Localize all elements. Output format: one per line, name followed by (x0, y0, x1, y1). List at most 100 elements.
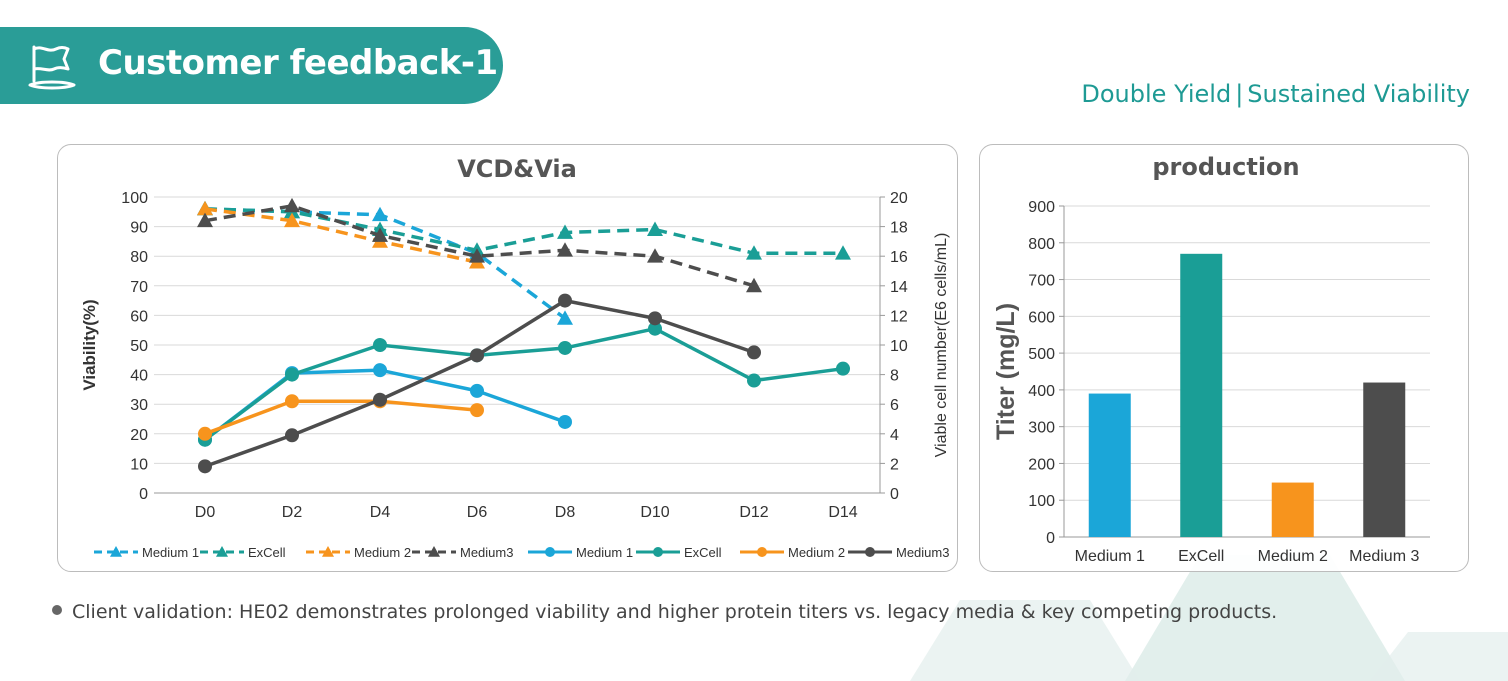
data-point-excell-viability (647, 221, 663, 236)
tagline-separator: | (1235, 80, 1244, 108)
data-point-medium-2-vcd (470, 403, 484, 418)
data-point-medium3-viability (469, 248, 485, 263)
legend-label: Medium 2 (788, 545, 845, 560)
legend-swatch-marker (428, 546, 440, 557)
tagline-yield: Double Yield (1081, 80, 1232, 108)
x-tick-label: D2 (282, 504, 303, 521)
y-right-tick-label: 4 (890, 427, 899, 444)
x-tick-label: D0 (195, 504, 216, 521)
legend-swatch-marker (757, 547, 767, 557)
data-point-medium3-viability (197, 212, 213, 228)
title-banner: Customer feedback-1 (0, 27, 503, 104)
legend-label: Medium 1 (576, 545, 633, 560)
y-tick-label: 400 (1028, 383, 1055, 400)
y-tick-label: 600 (1028, 309, 1055, 326)
data-point-medium-1-vcd (558, 414, 572, 429)
data-point-medium-2-viability (197, 200, 213, 216)
data-point-medium-2-vcd (198, 426, 212, 441)
x-tick-label: D12 (739, 504, 768, 521)
y-axis-label: Titer (mg/L) (992, 303, 1020, 440)
tagline: Double Yield | Sustained Viability (1081, 80, 1470, 108)
legend-label: ExCell (684, 545, 722, 560)
data-point-excell-vcd (836, 361, 850, 376)
y-tick-label: 900 (1028, 199, 1055, 216)
y-left-tick-label: 0 (139, 486, 148, 503)
vcd-via-line-chart: VCD&Via 0 10 20 30 40 50 60 70 80 90 100 0 2 4 6 8 10 12 14… (80, 155, 950, 560)
data-point-medium3-viability (372, 227, 388, 242)
x-tick-label: D4 (370, 504, 391, 521)
tagline-viability: Sustained Viability (1247, 80, 1470, 108)
x-tick-label: Medium 3 (1349, 548, 1419, 565)
y-right-tick-label: 10 (890, 338, 908, 355)
legend-swatch-marker (545, 547, 555, 557)
y-left-tick-label: 10 (130, 456, 148, 473)
chart-title: production (1152, 153, 1299, 181)
bar-medium-1 (1088, 393, 1131, 537)
legend-label: Medium 1 (142, 545, 199, 560)
data-point-medium3-vcd (558, 293, 572, 308)
data-point-medium3-viability (647, 248, 663, 263)
data-point-excell-vcd (373, 338, 387, 352)
x-tick-label: Medium 1 (1075, 548, 1145, 565)
x-tick-label: D10 (640, 504, 669, 521)
y-left-tick-label: 30 (130, 397, 148, 414)
y-right-tick-label: 18 (890, 220, 908, 237)
bullet-dot (52, 605, 62, 615)
data-point-medium-1-viability (372, 206, 388, 222)
x-tick-label: D14 (828, 504, 857, 521)
legend-label: Medium 2 (354, 545, 411, 560)
data-point-medium3-vcd (648, 311, 662, 326)
data-point-excell-viability (835, 245, 851, 260)
y-right-tick-label: 14 (890, 279, 908, 296)
data-point-medium3-vcd (747, 345, 761, 360)
data-point-medium3-vcd (373, 392, 387, 407)
data-point-medium-2-viability (284, 212, 300, 228)
series-line-excell-viability (204, 207, 843, 255)
y-left-tick-label: 20 (130, 427, 148, 444)
data-point-medium3-viability (557, 242, 573, 257)
production-bar-chart: production 0 100 200 300 400 500 600 700 800 900 Ti… (992, 153, 1430, 565)
data-point-excell-viability (557, 224, 573, 239)
data-point-excell-viability (746, 245, 762, 260)
data-point-excell-vcd (648, 321, 662, 336)
data-point-medium-2-vcd (285, 394, 299, 409)
x-tick-label: D8 (555, 504, 576, 521)
y-tick-label: 800 (1028, 236, 1055, 253)
series-line-medium-2-vcd (204, 399, 478, 436)
y-tick-label: 700 (1028, 273, 1055, 290)
bar-medium-3 (1363, 382, 1406, 537)
data-point-medium-1-viability (557, 310, 573, 325)
y-left-tick-label: 50 (130, 338, 148, 355)
x-tick-label: D6 (467, 504, 488, 521)
y-left-axis-label: Viability(%) (80, 299, 99, 390)
y-left-tick-label: 60 (130, 308, 148, 325)
bar-excell (1180, 253, 1223, 538)
bar-medium-2 (1271, 482, 1314, 537)
page-title: Customer feedback-1 (98, 43, 498, 83)
legend-swatch-marker (322, 546, 334, 557)
footnote: Client validation: HE02 demonstrates pro… (52, 601, 1277, 623)
y-left-tick-label: 100 (121, 190, 148, 207)
legend-swatch-marker (865, 547, 875, 557)
data-point-medium3-vcd (198, 459, 212, 474)
data-point-excell-vcd (558, 340, 572, 355)
data-point-medium3-viability (746, 277, 762, 293)
y-right-tick-label: 6 (890, 397, 899, 414)
legend-label: Medium3 (460, 545, 513, 560)
y-tick-label: 200 (1028, 456, 1055, 473)
vcd-via-chart-panel: VCD&Via 0 10 20 30 40 50 60 70 80 90 100 0 2 4 6 8 10 12 14… (57, 144, 958, 572)
chart-title: VCD&Via (457, 155, 577, 183)
series-line-excell-vcd (203, 326, 844, 442)
y-tick-label: 500 (1028, 346, 1055, 363)
data-point-medium3-viability (284, 197, 300, 213)
x-tick-label: Medium 2 (1258, 548, 1328, 565)
legend-label: ExCell (248, 545, 286, 560)
y-right-tick-label: 16 (890, 249, 908, 266)
legend-swatch-marker (216, 546, 228, 557)
legend-label: Medium3 (896, 545, 949, 560)
y-right-axis-label: Viable cell number(E6 cells/mL) (933, 233, 950, 458)
y-tick-label: 100 (1028, 493, 1055, 510)
data-point-medium-1-vcd (470, 383, 484, 398)
legend-swatch-marker (110, 546, 122, 557)
